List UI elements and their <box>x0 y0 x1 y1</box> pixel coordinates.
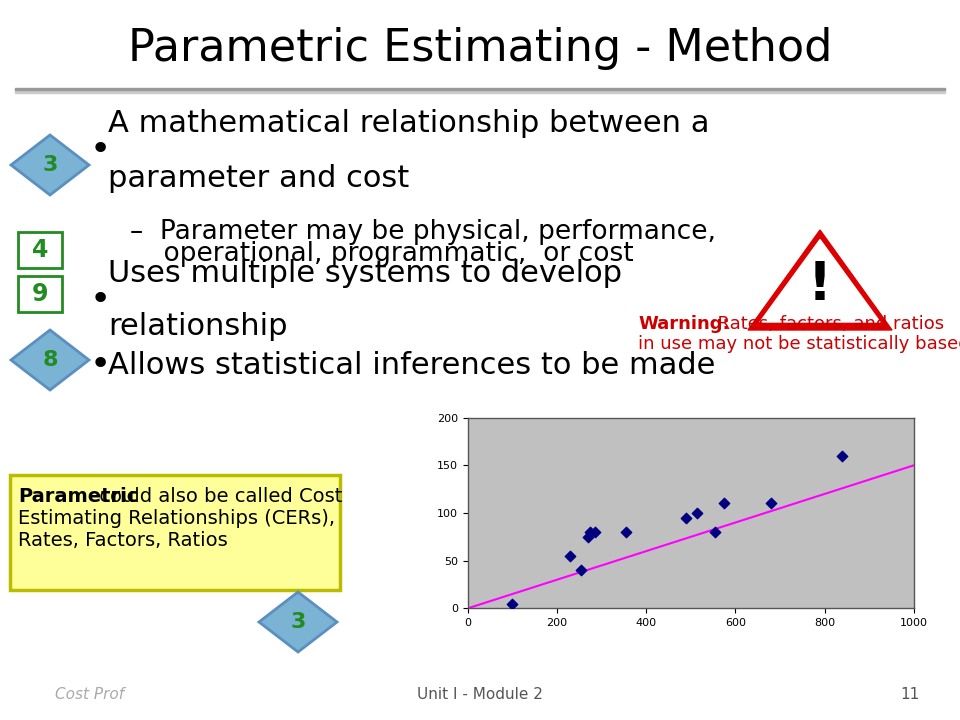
Text: Cost Prof: Cost Prof <box>55 687 124 702</box>
Text: 3: 3 <box>290 612 305 632</box>
Polygon shape <box>259 592 337 652</box>
Point <box>763 498 779 509</box>
Text: parameter and cost: parameter and cost <box>108 164 409 193</box>
Point <box>618 526 634 538</box>
Text: relationship: relationship <box>108 312 287 341</box>
Point <box>574 564 589 576</box>
FancyBboxPatch shape <box>10 475 340 590</box>
Text: operational, programmatic,  or cost: operational, programmatic, or cost <box>130 241 634 267</box>
Text: could also be called Cost: could also be called Cost <box>93 487 343 506</box>
Point <box>563 550 578 562</box>
Point <box>708 526 723 538</box>
Text: 8: 8 <box>42 350 58 370</box>
Point <box>679 512 694 523</box>
Text: Unit I - Module 2: Unit I - Module 2 <box>417 687 543 702</box>
Text: 11: 11 <box>900 687 920 702</box>
Text: Parametric Estimating - Method: Parametric Estimating - Method <box>128 27 832 70</box>
Point <box>583 526 598 538</box>
Text: •: • <box>90 133 111 167</box>
FancyBboxPatch shape <box>18 232 62 268</box>
Text: –  Parameter may be physical, performance,: – Parameter may be physical, performance… <box>130 219 716 245</box>
Text: 3: 3 <box>42 155 58 175</box>
Point <box>716 498 732 509</box>
Text: A mathematical relationship between a: A mathematical relationship between a <box>108 109 709 138</box>
Point <box>505 598 520 609</box>
Polygon shape <box>760 240 880 322</box>
Point <box>581 531 596 543</box>
Point <box>588 526 603 538</box>
Point <box>835 450 851 462</box>
Text: Parametric: Parametric <box>18 487 138 506</box>
Text: •: • <box>90 283 111 317</box>
Polygon shape <box>11 135 89 195</box>
Text: 4: 4 <box>32 238 48 262</box>
Text: in use may not be statistically based.: in use may not be statistically based. <box>638 335 960 353</box>
Text: Estimating Relationships (CERs),: Estimating Relationships (CERs), <box>18 509 335 528</box>
Text: Uses multiple systems to develop: Uses multiple systems to develop <box>108 259 622 288</box>
Text: !: ! <box>808 259 832 311</box>
Text: Rates, factors, and ratios: Rates, factors, and ratios <box>706 315 944 333</box>
Polygon shape <box>748 230 892 330</box>
Text: •: • <box>90 348 111 382</box>
Text: 9: 9 <box>32 282 48 306</box>
Point <box>689 507 705 518</box>
Text: Rates, Factors, Ratios: Rates, Factors, Ratios <box>18 531 228 550</box>
Text: Allows statistical inferences to be made: Allows statistical inferences to be made <box>108 351 715 379</box>
FancyBboxPatch shape <box>18 276 62 312</box>
Polygon shape <box>11 330 89 390</box>
Text: Warning:: Warning: <box>638 315 730 333</box>
